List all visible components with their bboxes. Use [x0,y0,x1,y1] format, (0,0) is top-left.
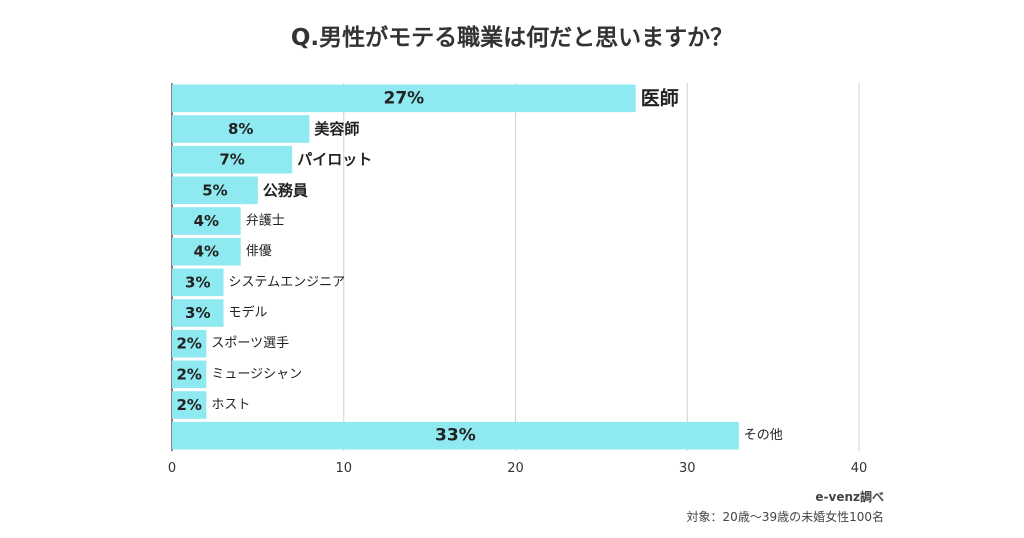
bar-layer: 27% 医師 8% 美容師 7% パイロット 5% 公務員 4% 弁護士 4% 俳優 3% システムエンジ… [172,84,783,450]
category-label: ホスト [211,398,250,413]
data-label: 8% [228,120,253,138]
grid-layer [171,83,860,451]
category-label: 医師 [641,86,679,109]
x-tick-label: 30 [679,461,696,476]
bar [172,299,224,327]
bar [172,268,224,297]
data-label: 2% [176,396,201,414]
category-label: システムエンジニア [229,275,346,290]
x-tick-label: 40 [851,461,868,476]
category-label: パイロット [297,151,372,169]
category-label: ミュージシャン [211,367,302,382]
x-tick-label: 0 [168,461,176,476]
bar [172,176,258,205]
x-tick-label: 20 [507,461,524,476]
category-label: 公務員 [263,181,308,199]
bar [172,145,293,174]
data-label: 33% [435,426,476,446]
category-label: モデル [229,305,268,321]
bar [172,421,739,450]
data-label: 4% [194,243,219,261]
data-label: 5% [202,181,227,199]
tick-layer: 0 10 20 30 40 [168,461,867,476]
data-label: 27% [384,88,425,108]
data-label: 2% [176,335,201,353]
bar [172,84,636,113]
category-label: 弁護士 [246,213,285,229]
bar [172,115,310,143]
bar [172,391,207,419]
data-label: 4% [194,212,219,230]
bar [172,329,207,358]
category-label: 俳優 [246,244,272,259]
bar [172,360,207,389]
data-label: 7% [219,151,244,169]
data-label: 3% [185,304,210,322]
bar [172,237,241,266]
category-label: その他 [744,428,783,443]
bar [172,207,241,235]
category-label: スポーツ選手 [211,336,289,351]
category-label: 美容師 [314,120,359,138]
source-label: e-venz調べ [815,490,884,504]
x-tick-label: 10 [335,461,352,476]
survey-note: 対象：20歳～39歳の未婚女性100名 [686,510,884,524]
data-label: 2% [176,365,201,383]
data-label: 3% [185,273,210,291]
chart-title: Q.男性がモテる職業は何だと思いますか？ [290,25,734,51]
